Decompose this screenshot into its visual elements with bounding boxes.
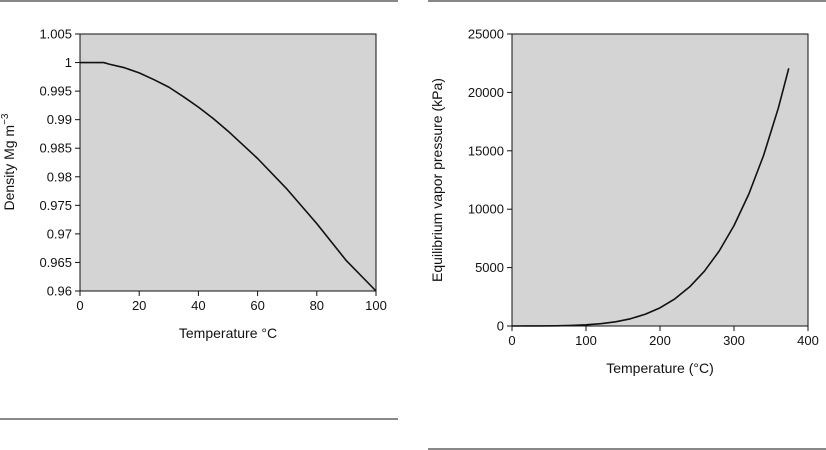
vapor-plot-area	[511, 33, 809, 327]
density-chart: 0.96 0.965 0.97 0.975 0.98 0.985 0.99 0.995 1 1.0…	[0, 27, 387, 342]
v-y-tick-label: 25000	[468, 27, 504, 42]
d-x-tick-label: 60	[250, 298, 264, 313]
density-y-axis-label-superscript: −3	[0, 113, 11, 125]
density-y-axis-label-main: Density Mg m	[1, 125, 17, 211]
d-y-tick-label: 0.99	[47, 112, 72, 127]
density-y-ticks: 0.96 0.965 0.97 0.975 0.98 0.985 0.99 0.995 1 1.0…	[39, 27, 80, 299]
v-x-tick-label: 100	[575, 333, 597, 348]
d-y-tick-label: 0.96	[47, 284, 72, 299]
d-y-tick-label: 1.005	[39, 27, 72, 42]
d-y-tick-label: 0.97	[47, 226, 72, 241]
vapor-y-ticks: 0 5000 10000 15000 20000 25000	[468, 27, 512, 334]
d-x-tick-label: 40	[191, 298, 205, 313]
vapor-pressure-curve	[511, 68, 790, 327]
d-x-tick-label: 0	[76, 298, 83, 313]
density-curve	[80, 61, 377, 292]
density-x-axis-label: Temperature °C	[179, 325, 277, 341]
v-y-tick-label: 15000	[468, 143, 504, 158]
v-y-tick-label: 10000	[468, 202, 504, 217]
d-y-tick-label: 1	[65, 55, 72, 70]
v-y-tick-label: 20000	[468, 85, 504, 100]
vapor-x-axis-label: Temperature (°C)	[606, 360, 714, 376]
d-x-tick-label: 80	[310, 298, 324, 313]
density-plot-area	[79, 33, 377, 292]
vapor-x-ticks: 0 100 200 300 400	[508, 326, 819, 348]
density-y-axis-label: Density Mg m−3	[0, 113, 17, 210]
d-y-tick-label: 0.985	[39, 141, 72, 156]
v-y-tick-label: 5000	[475, 260, 504, 275]
d-y-tick-label: 0.975	[39, 198, 72, 213]
density-x-ticks: 0 20 40 60 80 100	[76, 291, 387, 313]
d-y-tick-label: 0.98	[47, 169, 72, 184]
d-x-tick-label: 20	[132, 298, 146, 313]
v-x-tick-label: 300	[723, 333, 745, 348]
d-y-tick-label: 0.995	[39, 84, 72, 99]
v-x-tick-label: 200	[649, 333, 671, 348]
vapor-y-axis-label: Equilibrium vapor pressure (kPa)	[429, 78, 445, 282]
v-x-tick-label: 400	[797, 333, 819, 348]
d-x-tick-label: 100	[365, 298, 387, 313]
v-y-tick-label: 0	[497, 319, 504, 334]
v-x-tick-label: 0	[508, 333, 515, 348]
d-y-tick-label: 0.965	[39, 255, 72, 270]
